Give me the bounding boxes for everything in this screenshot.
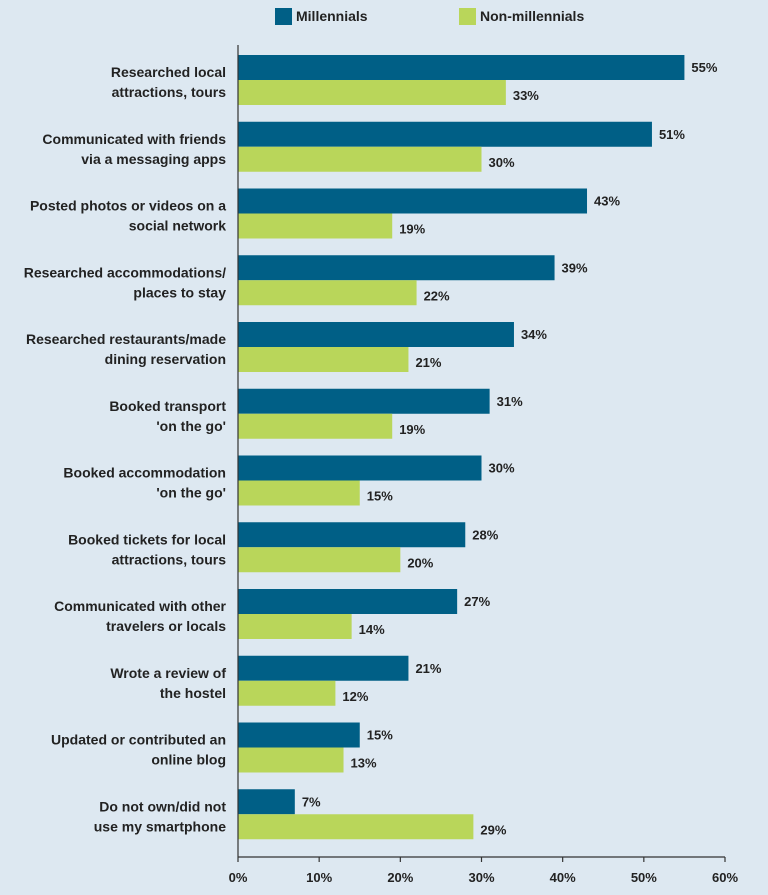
category-label-0-1: attractions, tours: [112, 84, 227, 100]
category-label-10-0: Updated or contributed an: [51, 732, 226, 748]
data-label-7-1: 20%: [407, 555, 433, 570]
category-label-2-1: social network: [129, 218, 226, 234]
bar-11-0: [238, 789, 295, 815]
category-label-9-1: the hostel: [160, 685, 226, 701]
category-label-5-0: Booked transport: [109, 398, 226, 414]
bar-5-1: [238, 413, 393, 439]
legend: Millennials Non-millennials: [275, 8, 584, 25]
data-label-0-1: 33%: [513, 88, 539, 103]
bar-7-1: [238, 547, 401, 573]
bar-8-0: [238, 589, 458, 614]
category-label-2-0: Posted photos or videos on a: [30, 198, 226, 214]
category-label-7-0: Booked tickets for local: [68, 531, 226, 547]
bar-0-1: [238, 80, 506, 105]
bar-3-1: [238, 280, 417, 306]
legend-label-0: Millennials: [296, 8, 368, 24]
category-label-1-1: via a messaging apps: [81, 151, 226, 167]
bar-5-0: [238, 388, 490, 414]
bar-7-0: [238, 522, 466, 548]
data-label-7-0: 28%: [472, 527, 498, 542]
category-label-4-1: dining reservation: [105, 351, 226, 367]
category-label-0-0: Researched local: [111, 64, 226, 80]
bar-0-0: [238, 55, 685, 80]
data-label-10-1: 13%: [351, 756, 377, 771]
data-label-10-0: 15%: [367, 728, 393, 743]
data-label-9-1: 12%: [342, 689, 368, 704]
data-label-2-0: 43%: [594, 194, 620, 209]
legend-swatch-0: [275, 8, 292, 25]
bar-9-1: [238, 680, 336, 706]
data-label-8-0: 27%: [464, 594, 490, 609]
x-tick-label-2: 20%: [387, 870, 413, 885]
data-label-8-1: 14%: [359, 622, 385, 637]
bars: 55% 33% 51% 30% 43% 19% 39% 22% 34% 21% 31% 19% 30% 1…: [238, 55, 718, 840]
x-tick-label-5: 50%: [631, 870, 657, 885]
category-label-3-1: places to stay: [133, 284, 226, 300]
bar-10-1: [238, 747, 344, 773]
data-label-11-0: 7%: [302, 794, 321, 809]
x-tick-label-0: 0%: [229, 870, 248, 885]
category-label-8-1: travelers or locals: [106, 618, 226, 634]
category-label-3-0: Researched accommodations/: [24, 264, 226, 280]
bar-9-0: [238, 655, 409, 681]
axes: 0% 10% 20% 30% 40% 50% 60%: [229, 45, 738, 885]
category-label-6-1: 'on the go': [156, 485, 226, 501]
data-label-11-1: 29%: [480, 822, 506, 837]
bar-1-0: [238, 121, 652, 147]
bar-2-1: [238, 213, 393, 239]
category-label-6-0: Booked accommodation: [63, 465, 226, 481]
category-label-1-0: Communicated with friends: [42, 131, 226, 147]
legend-label-1: Non-millennials: [480, 8, 584, 24]
data-label-1-1: 30%: [489, 155, 515, 170]
category-label-11-0: Do not own/did not: [99, 798, 226, 814]
category-label-9-0: Wrote a review of: [110, 665, 226, 681]
data-label-6-0: 30%: [489, 461, 515, 476]
bar-4-1: [238, 347, 409, 372]
bar-6-0: [238, 455, 482, 481]
category-label-10-1: online blog: [151, 752, 226, 768]
data-label-6-1: 15%: [367, 489, 393, 504]
data-label-2-1: 19%: [399, 222, 425, 237]
bar-6-1: [238, 480, 360, 506]
data-label-4-1: 21%: [415, 355, 441, 370]
x-tick-label-3: 30%: [468, 870, 494, 885]
bar-2-0: [238, 188, 588, 214]
data-label-3-0: 39%: [562, 260, 588, 275]
x-tick-label-1: 10%: [306, 870, 332, 885]
data-label-5-1: 19%: [399, 422, 425, 437]
category-label-8-0: Communicated with other: [54, 598, 226, 614]
bar-4-0: [238, 322, 514, 347]
category-label-4-0: Researched restaurants/made: [26, 331, 226, 347]
data-label-3-1: 22%: [424, 288, 450, 303]
category-label-7-1: attractions, tours: [112, 551, 227, 567]
bar-8-1: [238, 614, 352, 639]
bar-3-0: [238, 255, 555, 281]
category-label-11-1: use my smartphone: [94, 818, 226, 834]
data-label-9-0: 21%: [415, 661, 441, 676]
category-labels: Researched local attractions, tours Commun…: [24, 64, 227, 834]
bar-10-0: [238, 722, 360, 748]
data-label-5-0: 31%: [497, 394, 523, 409]
x-tick-label-4: 40%: [550, 870, 576, 885]
data-label-0-0: 55%: [691, 60, 717, 75]
bar-11-1: [238, 814, 474, 840]
data-label-4-0: 34%: [521, 327, 547, 342]
legend-swatch-1: [459, 8, 476, 25]
x-tick-label-6: 60%: [712, 870, 738, 885]
category-label-5-1: 'on the go': [156, 418, 226, 434]
bar-1-1: [238, 146, 482, 172]
data-label-1-0: 51%: [659, 127, 685, 142]
